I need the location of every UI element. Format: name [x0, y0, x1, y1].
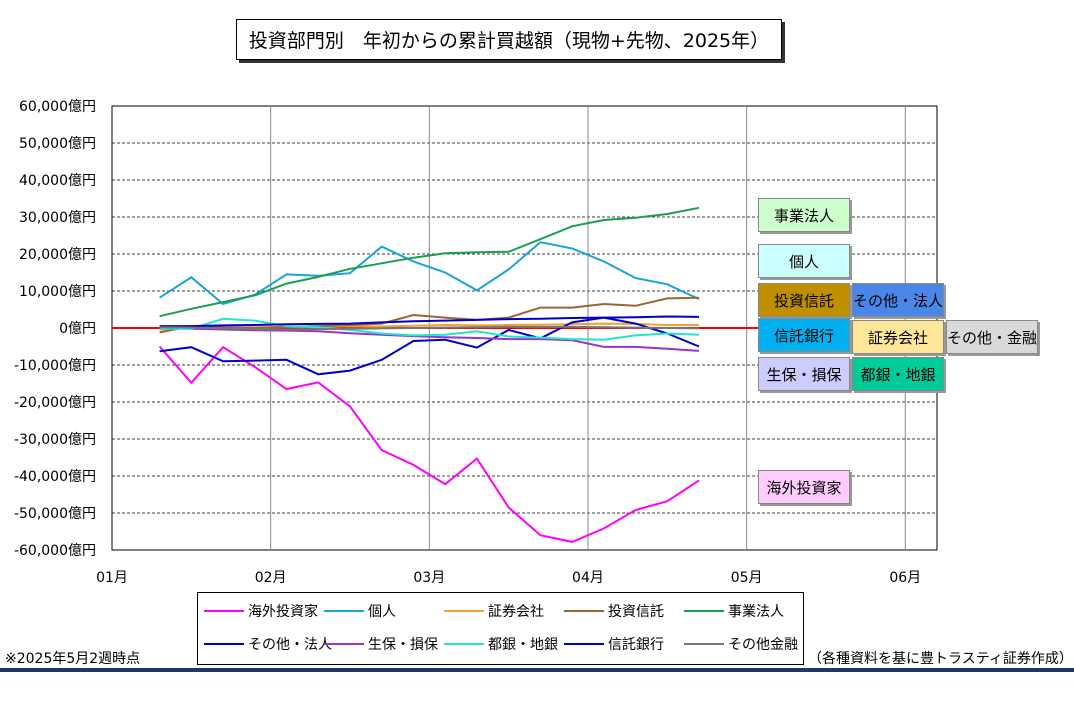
- y-tick-label: -60,000億円: [14, 543, 96, 559]
- y-tick-label: 50,000億円: [19, 136, 96, 152]
- x-tick-label: 02月: [255, 570, 287, 586]
- series-label-sonota_kinyu: その他・金融: [946, 320, 1038, 354]
- series-label-jigyou: 事業法人: [758, 198, 850, 232]
- legend-swatch: [324, 610, 364, 612]
- source-note: （各種資料を基に豊トラスティ証券作成）: [808, 651, 1073, 667]
- x-tick-label: 04月: [572, 570, 604, 586]
- x-tick-label: 01月: [96, 570, 128, 586]
- x-tick-label: 06月: [889, 570, 921, 586]
- legend-label: その他・法人: [248, 637, 332, 653]
- legend-label: その他金融: [728, 637, 798, 653]
- legend-label: 都銀・地銀: [488, 637, 558, 653]
- y-tick-label: -20,000億円: [14, 395, 96, 411]
- series-line-投資信託: [159, 296, 700, 334]
- series-label-shouken: 証券会社: [852, 320, 944, 354]
- legend-swatch: [684, 643, 724, 645]
- y-tick-label: 30,000億円: [19, 210, 96, 226]
- chart-legend: 海外投資家 個人 証券会社 投資信託 事業法人その他・法人 生保・損保 都銀・地銀 信託銀行 そ…: [197, 592, 804, 665]
- timestamp-note: ※2025年5月2週時点: [5, 651, 141, 667]
- legend-label: 事業法人: [728, 604, 784, 620]
- legend-label: 証券会社: [488, 604, 544, 620]
- y-tick-label: 20,000億円: [19, 247, 96, 263]
- legend-item: 事業法人: [684, 601, 784, 621]
- legend-swatch: [564, 643, 604, 645]
- legend-swatch: [684, 610, 724, 612]
- legend-label: 生保・損保: [368, 637, 438, 653]
- series-line-海外投資家: [158, 345, 700, 543]
- legend-label: 投資信託: [608, 604, 664, 620]
- legend-item: 生保・損保: [324, 634, 438, 654]
- series-label-toginchigin: 都銀・地銀: [852, 357, 944, 391]
- series-line-生保・損保: [159, 327, 700, 352]
- legend-item: 信託銀行: [564, 634, 664, 654]
- series-label-kojin: 個人: [758, 244, 850, 278]
- legend-item: その他・法人: [204, 634, 332, 654]
- y-tick-label: 0億円: [59, 321, 96, 337]
- y-tick-label: -30,000億円: [14, 432, 96, 448]
- footer-divider: [0, 668, 1074, 672]
- y-tick-label: 40,000億円: [19, 173, 96, 189]
- legend-item: その他金融: [684, 634, 798, 654]
- series-line-都銀・地銀: [159, 317, 700, 341]
- legend-swatch: [444, 610, 484, 612]
- series-label-seiho: 生保・損保: [758, 357, 850, 391]
- y-tick-label: -50,000億円: [14, 506, 96, 522]
- legend-swatch: [204, 643, 244, 645]
- legend-item: 個人: [324, 601, 396, 621]
- series-label-shintaku: 信託銀行: [758, 318, 850, 352]
- y-tick-label: -40,000億円: [14, 469, 96, 485]
- legend-swatch: [204, 610, 244, 612]
- legend-swatch: [324, 643, 364, 645]
- series-line-その他金融: [159, 325, 700, 331]
- x-tick-label: 03月: [413, 570, 445, 586]
- y-tick-label: 10,000億円: [19, 284, 96, 300]
- series-label-toushin: 投資信託: [758, 283, 850, 317]
- series-line-その他・法人: [159, 316, 700, 376]
- legend-swatch: [444, 643, 484, 645]
- legend-item: 投資信託: [564, 601, 664, 621]
- legend-swatch: [564, 610, 604, 612]
- y-tick-label: 60,000億円: [19, 99, 96, 115]
- legend-item: 証券会社: [444, 601, 544, 621]
- legend-item: 海外投資家: [204, 601, 318, 621]
- y-tick-label: -10,000億円: [14, 358, 96, 374]
- legend-label: 信託銀行: [608, 637, 664, 653]
- series-line-信託銀行: [159, 315, 700, 328]
- series-label-sonota_houjin: その他・法人: [852, 283, 944, 317]
- series-line-事業法人: [159, 206, 700, 318]
- series-label-kaigai: 海外投資家: [758, 470, 850, 504]
- legend-item: 都銀・地銀: [444, 634, 558, 654]
- chart-title: 投資部門別 年初からの累計買越額（現物+先物、2025年）: [236, 19, 782, 60]
- x-tick-label: 05月: [731, 570, 763, 586]
- legend-label: 海外投資家: [248, 604, 318, 620]
- legend-label: 個人: [368, 604, 396, 620]
